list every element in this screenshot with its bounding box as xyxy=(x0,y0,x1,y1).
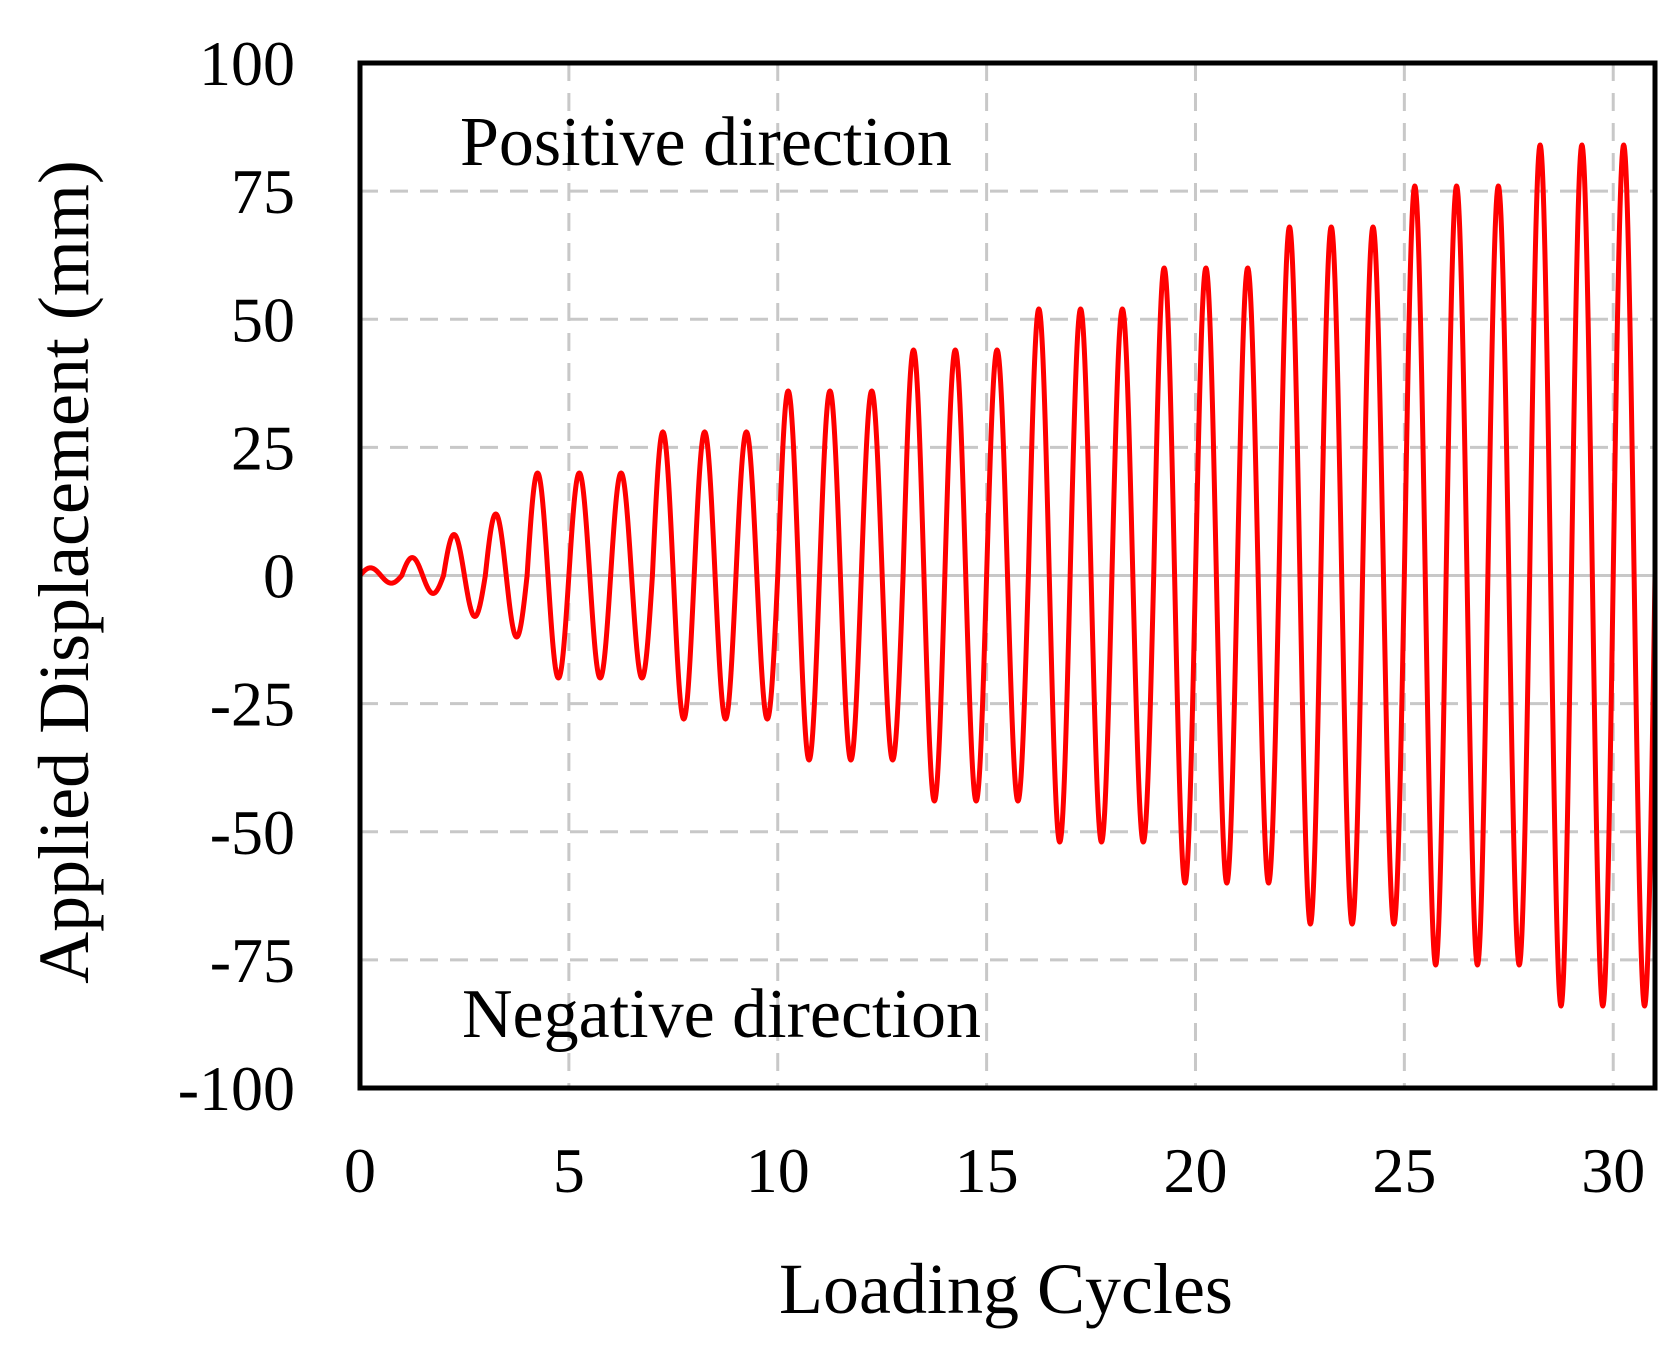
y-tick-label: 0 xyxy=(263,541,295,612)
y-tick-label: -75 xyxy=(210,925,295,996)
y-tick-label: -25 xyxy=(210,669,295,740)
negative-direction-label: Negative direction xyxy=(462,976,981,1053)
y-tick-label: 75 xyxy=(231,156,295,227)
y-tick-label: 50 xyxy=(231,284,295,355)
y-tick-label: -100 xyxy=(178,1053,295,1124)
y-axis-title: Applied Displacement (mm) xyxy=(24,160,104,984)
x-tick-label: 20 xyxy=(1163,1135,1227,1206)
plot-area-frame xyxy=(357,60,1658,1091)
displacement-series-line xyxy=(358,142,1658,1009)
x-tick-label: 25 xyxy=(1372,1135,1436,1206)
y-tick-label: -50 xyxy=(210,797,295,868)
x-axis-tick-labels: 0 5 10 15 20 25 30 xyxy=(344,1135,1645,1206)
x-tick-label: 15 xyxy=(955,1135,1019,1206)
x-axis-title: Loading Cycles xyxy=(779,1249,1233,1329)
x-tick-label: 5 xyxy=(553,1135,585,1206)
x-tick-label: 10 xyxy=(746,1135,810,1206)
y-tick-label: 100 xyxy=(199,28,295,99)
series-layer xyxy=(358,142,1658,1009)
y-tick-label: 25 xyxy=(231,412,295,483)
x-tick-label: 30 xyxy=(1581,1135,1645,1206)
y-axis-tick-labels: 100 75 50 25 0 -25 -50 -75 -100 xyxy=(178,28,295,1124)
positive-direction-label: Positive direction xyxy=(460,104,952,181)
x-tick-label: 0 xyxy=(344,1135,376,1206)
